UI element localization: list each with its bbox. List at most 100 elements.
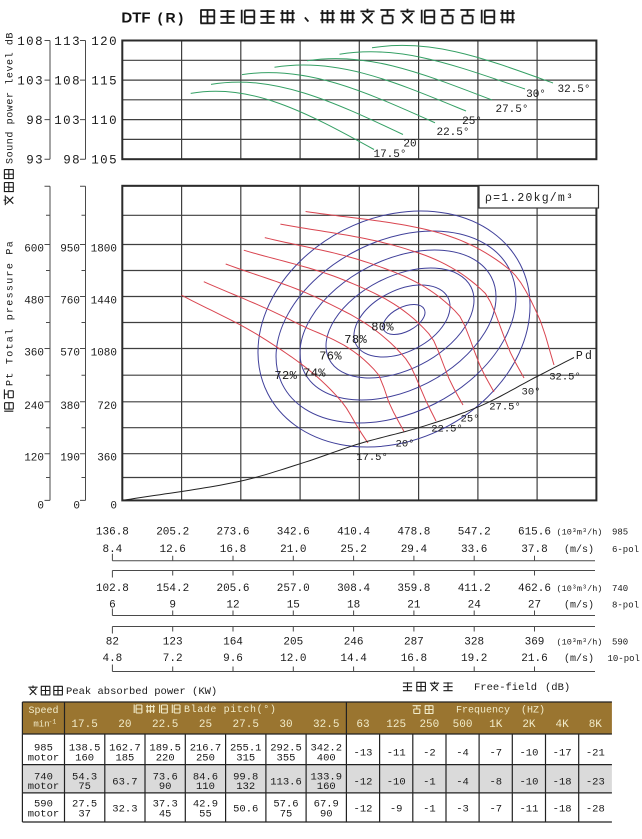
svg-text:-18: -18: [553, 804, 572, 816]
svg-text:369: 369: [525, 637, 545, 649]
svg-text:115: 115: [91, 75, 118, 89]
svg-text:12.6: 12.6: [159, 544, 185, 556]
svg-text:123: 123: [163, 637, 183, 649]
svg-text:17.5°: 17.5°: [356, 452, 388, 464]
svg-text:125: 125: [386, 719, 406, 731]
svg-text:Peak absorbed power (KW): Peak absorbed power (KW): [66, 686, 217, 698]
svg-text:240: 240: [24, 401, 44, 413]
svg-text:0: 0: [37, 500, 44, 512]
svg-text:Blade pitch(°): Blade pitch(°): [184, 704, 276, 716]
svg-text:133.9: 133.9: [311, 772, 343, 784]
svg-text:205: 205: [283, 637, 303, 649]
svg-text:480: 480: [24, 296, 44, 308]
svg-text:410.4: 410.4: [337, 527, 370, 539]
svg-text:DTF: DTF: [121, 10, 150, 27]
svg-text:37: 37: [78, 809, 91, 821]
svg-text:-4: -4: [456, 776, 469, 788]
svg-text:76%: 76%: [319, 350, 342, 364]
svg-text:160: 160: [317, 781, 336, 793]
svg-text:20: 20: [118, 719, 131, 731]
svg-text:103: 103: [54, 114, 81, 128]
svg-text:72%: 72%: [274, 369, 297, 383]
svg-text:15: 15: [287, 600, 300, 612]
svg-text:75: 75: [280, 809, 293, 821]
svg-text:78%: 78%: [344, 333, 367, 347]
svg-text:Free-field: Free-field: [474, 682, 537, 694]
svg-text:-17: -17: [553, 748, 572, 760]
svg-text:42.9: 42.9: [193, 799, 218, 811]
svg-text:110: 110: [91, 114, 118, 128]
svg-text:30: 30: [279, 719, 292, 731]
svg-text:21: 21: [407, 600, 421, 612]
svg-text:Speed: Speed: [28, 705, 58, 717]
svg-text:105: 105: [91, 154, 118, 168]
svg-text:138.5: 138.5: [69, 743, 101, 755]
svg-text:287: 287: [404, 637, 424, 649]
svg-text:113.6: 113.6: [270, 776, 302, 788]
svg-text:27: 27: [528, 600, 541, 612]
svg-text:120: 120: [24, 453, 44, 465]
svg-text:8K: 8K: [589, 719, 603, 731]
svg-text:32.5°: 32.5°: [557, 84, 590, 96]
svg-text:355: 355: [277, 753, 296, 765]
svg-text:73.6: 73.6: [153, 772, 178, 784]
svg-text:-1: -1: [423, 804, 436, 816]
svg-text:30°: 30°: [526, 89, 546, 101]
svg-text:250: 250: [419, 719, 439, 731]
svg-text:37.3: 37.3: [153, 799, 178, 811]
svg-text:9: 9: [169, 600, 176, 612]
svg-text:29.4: 29.4: [401, 544, 428, 556]
svg-text:-11: -11: [519, 804, 538, 816]
svg-text:-12: -12: [354, 776, 373, 788]
svg-text:25: 25: [199, 719, 212, 731]
svg-text:33.6: 33.6: [461, 544, 487, 556]
svg-text:257.0: 257.0: [277, 583, 310, 595]
svg-text:17.5: 17.5: [71, 719, 97, 731]
svg-text:7.2: 7.2: [163, 653, 183, 665]
svg-text:motor: motor: [28, 753, 60, 765]
svg-text:273.6: 273.6: [216, 527, 249, 539]
svg-text:25.2: 25.2: [340, 544, 366, 556]
svg-text:-23: -23: [586, 776, 605, 788]
svg-text:-3: -3: [456, 804, 469, 816]
svg-text:90: 90: [320, 809, 333, 821]
svg-text:-11: -11: [387, 748, 406, 760]
svg-text:99.8: 99.8: [233, 772, 258, 784]
svg-text:22.5: 22.5: [152, 719, 178, 731]
svg-text:315: 315: [236, 753, 255, 765]
svg-text:22.5°: 22.5°: [431, 424, 463, 436]
svg-text:32.5°: 32.5°: [549, 372, 581, 384]
svg-text:400: 400: [317, 753, 336, 765]
svg-text:570: 570: [60, 348, 80, 360]
svg-text:-7: -7: [489, 804, 502, 816]
svg-text:740: 740: [34, 772, 53, 784]
svg-text:55: 55: [199, 809, 212, 821]
svg-text:4K: 4K: [556, 719, 570, 731]
svg-text:590: 590: [612, 638, 628, 648]
svg-text:18: 18: [347, 600, 360, 612]
svg-text:12.0: 12.0: [280, 653, 306, 665]
svg-text:45: 45: [159, 809, 172, 821]
svg-text:8-pol: 8-pol: [612, 601, 639, 611]
svg-text:14.4: 14.4: [340, 653, 367, 665]
svg-text:1800: 1800: [91, 244, 117, 256]
svg-text:16.8: 16.8: [401, 653, 427, 665]
svg-text:32.5: 32.5: [313, 719, 339, 731]
svg-text:37.8: 37.8: [521, 544, 547, 556]
svg-text:292.5: 292.5: [270, 743, 302, 755]
svg-text:1080: 1080: [91, 348, 117, 360]
svg-text:342.2: 342.2: [311, 743, 343, 755]
svg-text:98: 98: [26, 114, 44, 128]
svg-text:Frequency: Frequency: [456, 706, 510, 717]
svg-text:328: 328: [464, 637, 484, 649]
svg-text:27.5°: 27.5°: [489, 402, 521, 414]
svg-text:220: 220: [156, 753, 175, 765]
svg-text:-7: -7: [489, 748, 502, 760]
svg-text:-18: -18: [553, 776, 572, 788]
svg-text:380: 380: [60, 401, 80, 413]
svg-text:-2: -2: [423, 748, 436, 760]
svg-text:120: 120: [91, 35, 118, 49]
svg-text:0: 0: [73, 500, 80, 512]
svg-text:21.0: 21.0: [280, 544, 306, 556]
svg-text:-1: -1: [423, 776, 436, 788]
